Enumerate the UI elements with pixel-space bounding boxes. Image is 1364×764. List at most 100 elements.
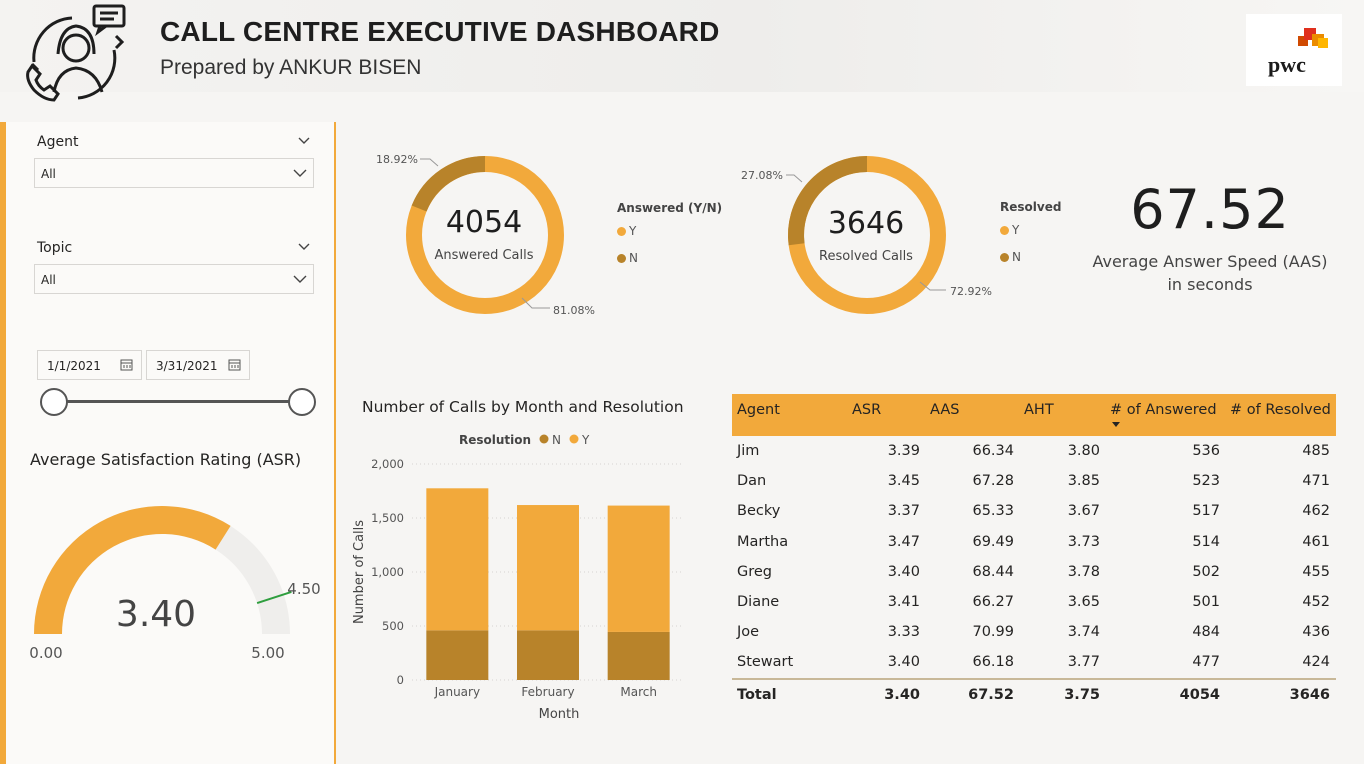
gauge-max-label: 5.00 xyxy=(251,644,284,662)
date-slider-end-handle[interactable] xyxy=(288,388,316,416)
table-cell: 462 xyxy=(1302,503,1330,520)
table-cell: 523 xyxy=(1192,473,1220,490)
table-cell: 424 xyxy=(1302,654,1330,671)
resolved-calls-donut xyxy=(788,156,946,314)
chart-y-tick: 500 xyxy=(382,619,404,633)
calls-by-month-chart: Resolution N Y 0 500 1,000 1,500 2,000 Janua… xyxy=(352,433,684,722)
chart-x-tick: February xyxy=(521,685,574,699)
table-cell: 455 xyxy=(1302,563,1330,580)
table-cell: 3.33 xyxy=(887,624,920,641)
table-row[interactable]: Martha 3.47 69.49 3.73 514 461 xyxy=(732,527,1336,557)
chart-legend-n[interactable]: N xyxy=(552,433,561,447)
answered-legend-n[interactable]: N xyxy=(617,251,638,265)
table-cell: Martha xyxy=(737,533,789,550)
table-total-row: Total 3.40 67.52 3.75 4054 3646 xyxy=(732,677,1336,710)
table-cell: 3.47 xyxy=(887,533,920,550)
chevron-down-icon[interactable] xyxy=(298,240,310,252)
answered-legend-title: Answered (Y/N) xyxy=(617,201,723,215)
table-cell: 502 xyxy=(1192,563,1220,580)
col-header-answered[interactable]: # of Answered xyxy=(1110,402,1217,418)
agent-slicer-label: Agent xyxy=(37,134,79,150)
calendar-icon[interactable] xyxy=(228,358,241,371)
table-cell: 65.33 xyxy=(972,503,1014,520)
col-header-aht[interactable]: AHT xyxy=(1024,402,1054,418)
aas-kpi-caption-line2: in seconds xyxy=(1167,275,1253,294)
date-range-slider-track[interactable] xyxy=(52,400,302,403)
aas-kpi-caption-line1: Average Answer Speed (AAS) xyxy=(1092,252,1328,271)
date-slider-start-handle[interactable] xyxy=(40,388,68,416)
aas-kpi-value: 67.52 xyxy=(1130,178,1290,241)
table-row[interactable]: Dan 3.45 67.28 3.85 523 471 xyxy=(732,466,1336,496)
table-cell: 484 xyxy=(1192,624,1220,641)
table-cell: 536 xyxy=(1192,443,1220,459)
table-cell: 66.18 xyxy=(972,654,1014,671)
table-row[interactable]: Diane 3.41 66.27 3.65 501 452 xyxy=(732,587,1336,617)
table-cell: Greg xyxy=(737,563,773,580)
resolved-legend-title: Resolved xyxy=(1000,200,1062,214)
total-cell: 67.52 xyxy=(968,686,1014,703)
resolved-legend-y[interactable]: Y xyxy=(1000,223,1019,237)
filter-panel: Agent All Topic All 1/1/2021 3/31/2021 A… xyxy=(0,122,336,764)
chart-bar-n[interactable] xyxy=(607,631,670,680)
legend-label: N xyxy=(1012,250,1021,264)
agent-metrics-table: Agent ASR AAS AHT # of Answered # of Res… xyxy=(732,394,1336,710)
table-cell: 514 xyxy=(1192,533,1220,550)
asr-gauge-title: Average Satisfaction Rating (ASR) xyxy=(30,450,302,469)
table-cell: Dan xyxy=(737,473,767,490)
agent-dropdown-value: All xyxy=(41,167,56,181)
chart-bar-n[interactable] xyxy=(517,630,579,680)
topic-dropdown[interactable]: All xyxy=(34,264,314,294)
chart-bar-y[interactable] xyxy=(607,505,670,632)
table-cell: 70.99 xyxy=(972,624,1014,641)
table-row[interactable]: Joe 3.33 70.99 3.74 484 436 xyxy=(732,617,1336,647)
table-cell: 3.40 xyxy=(887,563,920,580)
table-cell: 3.77 xyxy=(1067,654,1100,671)
resolved-calls-caption: Resolved Calls xyxy=(819,249,913,264)
total-cell: Total xyxy=(737,686,777,703)
resolved-legend-n[interactable]: N xyxy=(1000,250,1021,264)
header-banner: CALL CENTRE EXECUTIVE DASHBOARD Prepared… xyxy=(0,0,1364,102)
table-row[interactable]: Jim 3.39 66.34 3.80 536 485 xyxy=(732,436,1336,466)
table-cell: 69.49 xyxy=(972,533,1014,550)
table-cell: 3.73 xyxy=(1067,533,1100,550)
chevron-down-icon[interactable] xyxy=(298,134,310,146)
chart-legend-y-icon xyxy=(569,434,579,444)
answered-slice-n[interactable] xyxy=(411,156,486,212)
resolved-slice-n[interactable] xyxy=(788,156,868,246)
chart-legend-y[interactable]: Y xyxy=(581,433,590,447)
chart-legend-n-icon xyxy=(539,434,549,444)
table-cell: 66.27 xyxy=(972,593,1014,610)
table-cell: Stewart xyxy=(737,654,794,671)
answered-leader-lines xyxy=(420,158,550,309)
answered-legend-y[interactable]: Y xyxy=(617,224,636,238)
legend-dot-icon xyxy=(1000,253,1009,262)
col-header-agent[interactable]: Agent xyxy=(737,402,780,418)
resolved-calls-card: 3646 Resolved Calls xyxy=(786,206,946,264)
page-title: CALL CENTRE EXECUTIVE DASHBOARD xyxy=(160,16,720,47)
col-header-resolved[interactable]: # of Resolved xyxy=(1230,402,1331,418)
table-cell: 3.78 xyxy=(1067,563,1100,580)
table-cell: 477 xyxy=(1192,654,1220,671)
table-row[interactable]: Becky 3.37 65.33 3.67 517 462 xyxy=(732,496,1336,526)
chart-bar-n[interactable] xyxy=(426,630,489,680)
chevron-down-icon xyxy=(293,169,307,177)
table-row[interactable]: Stewart 3.40 66.18 3.77 477 424 xyxy=(732,647,1336,677)
pwc-logo-text: pwc xyxy=(1268,52,1306,77)
table-cell: 436 xyxy=(1302,624,1330,641)
col-header-asr[interactable]: ASR xyxy=(852,402,882,418)
table-cell: 3.37 xyxy=(887,503,920,520)
agent-dropdown[interactable]: All xyxy=(34,158,314,188)
chart-bar-y[interactable] xyxy=(517,505,579,631)
end-date-input[interactable]: 3/31/2021 xyxy=(146,350,250,380)
chart-y-tick: 0 xyxy=(397,673,404,687)
table-row[interactable]: Greg 3.40 68.44 3.78 502 455 xyxy=(732,557,1336,587)
start-date-input[interactable]: 1/1/2021 xyxy=(37,350,142,380)
table-cell: 3.45 xyxy=(887,473,920,490)
calendar-icon[interactable] xyxy=(120,358,133,371)
answered-calls-card: 4054 Answered Calls xyxy=(404,205,564,263)
page-subtitle: Prepared by ANKUR BISEN xyxy=(160,56,422,79)
table-cell: 452 xyxy=(1302,593,1330,610)
chart-bar-y[interactable] xyxy=(426,488,489,631)
col-header-aas[interactable]: AAS xyxy=(930,402,960,418)
gauge-value-arc xyxy=(34,506,231,634)
